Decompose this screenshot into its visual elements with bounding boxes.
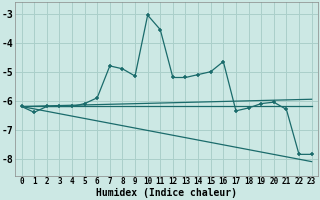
X-axis label: Humidex (Indice chaleur): Humidex (Indice chaleur) <box>96 188 237 198</box>
